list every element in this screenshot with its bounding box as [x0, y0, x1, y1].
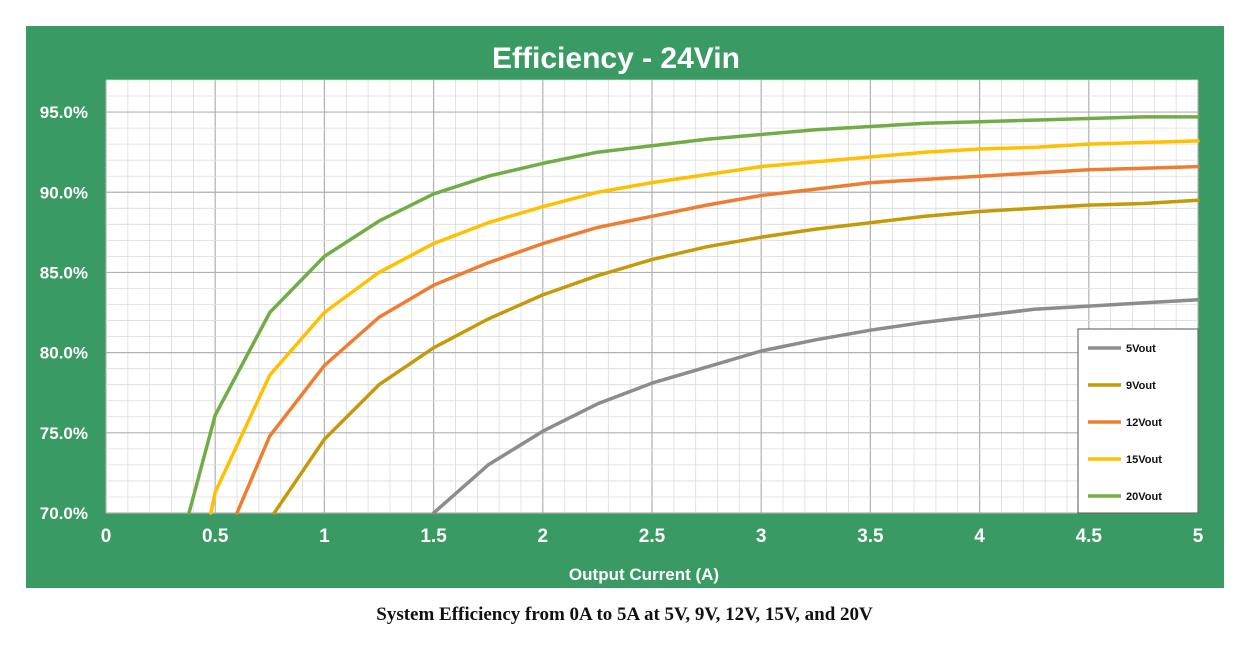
series-line-5vout: [431, 297, 1200, 515]
x-tick-label: 2.5: [639, 526, 666, 547]
x-tick-label: 0: [101, 526, 112, 547]
series-line-20vout: [187, 115, 1200, 515]
axis-ticks: 70.0% 75.0% 80.0% 85.0% 90.0% 95.0% 0 0.5 1 1.5 2 2…: [40, 103, 1204, 547]
y-tick-label: 95.0%: [40, 103, 88, 122]
x-tick-label: 5: [1193, 526, 1204, 547]
legend-label-12vout: 12Vout: [1126, 417, 1162, 429]
efficiency-chart: 70.0% 75.0% 80.0% 85.0% 90.0% 95.0% 0 0.5 1 1.5 2 2…: [40, 42, 1204, 584]
x-tick-label: 0.5: [202, 526, 229, 547]
legend: 5Vout 9Vout 12Vout 15Vout 20Vout: [1077, 328, 1199, 514]
x-tick-label: 2: [538, 526, 549, 547]
series-line-9vout: [272, 198, 1200, 515]
figure-caption: System Efficiency from 0A to 5A at 5V, 9…: [376, 604, 873, 625]
legend-label-15vout: 15Vout: [1126, 454, 1162, 466]
legend-label-9vout: 9Vout: [1126, 380, 1156, 392]
legend-label-20vout: 20Vout: [1126, 491, 1162, 503]
series-line-12vout: [235, 164, 1200, 515]
y-tick-label: 90.0%: [40, 183, 88, 202]
y-tick-label: 70.0%: [40, 504, 88, 523]
chart-frame: 70.0% 75.0% 80.0% 85.0% 90.0% 95.0% 0 0.5 1 1.5 2 2…: [26, 26, 1224, 588]
x-tick-label: 3.5: [857, 526, 884, 547]
series-lines: [187, 115, 1200, 515]
y-tick-label: 85.0%: [40, 263, 88, 282]
x-tick-label: 4: [974, 526, 985, 547]
legend-label-5vout: 5Vout: [1126, 343, 1156, 355]
y-tick-label: 75.0%: [40, 424, 88, 443]
x-tick-label: 1.5: [420, 526, 447, 547]
x-tick-label: 1: [319, 526, 330, 547]
chart-title: Efficiency - 24Vin: [492, 42, 740, 75]
x-axis-label: Output Current (A): [569, 565, 719, 584]
series-line-15vout: [209, 139, 1200, 515]
x-tick-label: 3: [756, 526, 767, 547]
y-tick-label: 80.0%: [40, 344, 88, 363]
x-tick-label: 4.5: [1076, 526, 1103, 547]
